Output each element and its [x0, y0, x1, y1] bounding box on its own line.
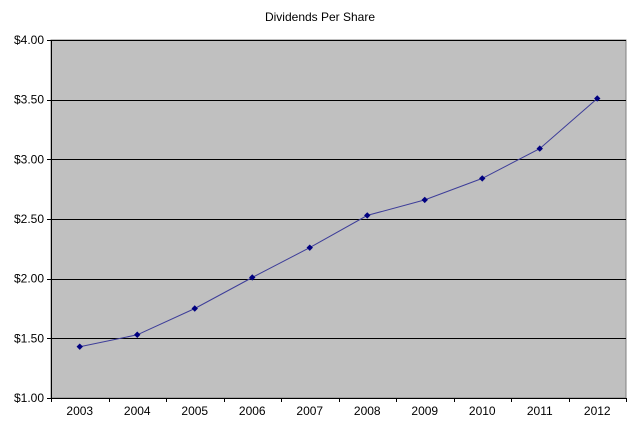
y-tick-label: $4.00 [14, 33, 44, 47]
x-tick-label: 2004 [124, 404, 151, 418]
x-tick-label: 2011 [527, 404, 553, 418]
x-tick-label: 2006 [239, 404, 266, 418]
x-axis-tick-labels: 2003 2004 2005 2006 2007 2008 2009 2010 2011 2012 [66, 404, 611, 418]
data-point-2005 [191, 305, 198, 312]
series-line [79, 98, 598, 348]
y-tick-label: $2.50 [14, 212, 44, 226]
dividends-series [76, 95, 601, 350]
y-axis-tick-labels: $1.00 $1.50 $2.00 $2.50 $3.00 $3.50 $4.00 [14, 33, 44, 405]
gridlines [51, 40, 626, 339]
x-tick-label: 2007 [296, 404, 323, 418]
data-point-2003 [76, 343, 83, 350]
data-point-2004 [134, 331, 141, 338]
x-tick-label: 2003 [66, 404, 93, 418]
x-tick-label: 2008 [354, 404, 381, 418]
data-point-2012 [594, 95, 601, 102]
data-point-2006 [249, 274, 256, 281]
data-point-2009 [421, 196, 428, 204]
y-tick-label: $1.50 [14, 331, 44, 345]
data-point-2007 [306, 244, 313, 251]
x-tick-label: 2009 [411, 404, 438, 418]
chart-title: Dividends Per Share [265, 10, 375, 24]
axes [47, 40, 627, 402]
x-tick-label: 2010 [469, 404, 496, 418]
data-point-2011 [536, 145, 543, 152]
y-tick-label: $3.50 [14, 93, 44, 107]
data-point-2008 [364, 212, 371, 219]
y-tick-label: $3.00 [14, 152, 44, 166]
y-tick-label: $1.00 [14, 391, 44, 405]
data-point-2010 [479, 175, 486, 182]
y-tick-label: $2.00 [14, 272, 44, 286]
x-tick-label: 2012 [584, 404, 611, 418]
x-tick-label: 2005 [181, 404, 208, 418]
